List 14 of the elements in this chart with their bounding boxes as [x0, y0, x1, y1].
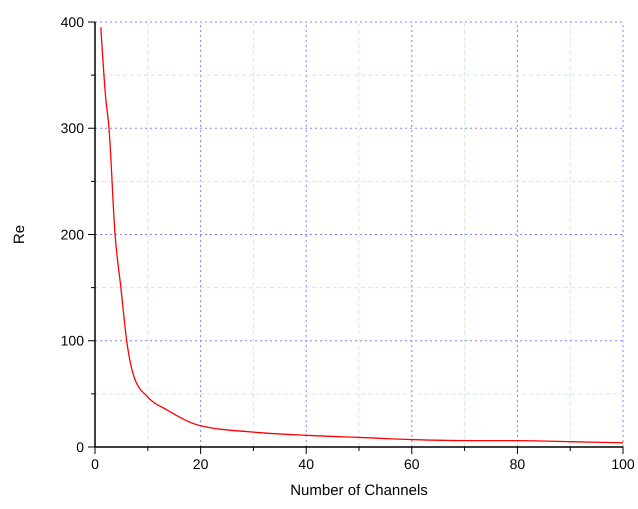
x-axis-title: Number of Channels — [290, 482, 428, 499]
x-tick-label: 60 — [404, 456, 420, 472]
y-tick-label: 300 — [60, 120, 84, 136]
x-tick-label: 100 — [611, 456, 635, 472]
y-tick-label: 0 — [76, 438, 84, 455]
x-tick-label: 40 — [298, 456, 314, 472]
x-tick-label: 20 — [192, 456, 209, 472]
x-tick-label: 80 — [510, 456, 526, 472]
y-tick-label: 100 — [60, 332, 84, 349]
y-tick-label: 400 — [60, 14, 84, 30]
y-tick-label: 200 — [60, 226, 84, 242]
x-tick-label: 0 — [91, 456, 100, 472]
line-series — [100, 26, 624, 444]
y-axis-title: Re — [11, 224, 28, 244]
